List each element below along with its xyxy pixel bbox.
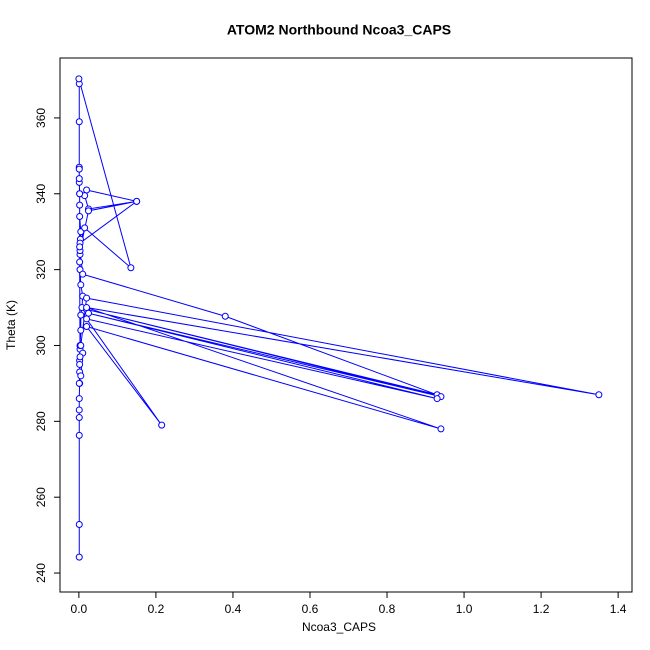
data-point — [85, 309, 93, 317]
data-point — [77, 372, 85, 380]
data-point — [76, 360, 84, 368]
x-tick-label: 0.6 — [302, 602, 319, 616]
data-point — [158, 421, 166, 429]
data-point — [81, 224, 89, 232]
data-point — [75, 395, 83, 403]
data-point — [75, 520, 83, 528]
data-point — [83, 186, 91, 194]
y-tick-label: 240 — [34, 563, 48, 583]
x-axis-label: Ncoa3_CAPS — [302, 620, 376, 634]
data-point — [133, 197, 141, 205]
data-point — [595, 391, 603, 399]
data-point — [77, 311, 85, 319]
data-point — [79, 270, 87, 278]
data-point — [83, 323, 91, 331]
data-point — [75, 75, 83, 83]
data-point — [75, 165, 83, 173]
data-point — [77, 341, 85, 349]
y-tick-label: 360 — [34, 108, 48, 128]
data-point — [83, 294, 91, 302]
x-tick-label: 1.4 — [610, 602, 627, 616]
data-point — [75, 175, 83, 183]
x-tick-label: 0.2 — [148, 602, 165, 616]
data-point — [127, 264, 135, 272]
data-point — [77, 281, 85, 289]
chart-title: ATOM2 Northbound Ncoa3_CAPS — [227, 22, 451, 38]
data-point — [75, 118, 83, 126]
data-point — [76, 243, 84, 251]
y-tick-label: 280 — [34, 411, 48, 431]
data-point — [75, 431, 83, 439]
data-point — [76, 353, 84, 361]
y-tick-label: 320 — [34, 259, 48, 279]
data-point — [83, 304, 91, 312]
y-tick-label: 340 — [34, 183, 48, 203]
data-point — [85, 207, 93, 215]
x-tick-label: 0.4 — [225, 602, 242, 616]
y-axis-label: Theta (K) — [4, 300, 18, 350]
y-tick-label: 260 — [34, 487, 48, 507]
data-point — [221, 312, 229, 320]
data-point — [75, 406, 83, 414]
x-tick-label: 1.0 — [456, 602, 473, 616]
plot-frame — [59, 57, 633, 593]
data-point — [75, 379, 83, 387]
data-point — [75, 553, 83, 561]
data-point — [76, 201, 84, 209]
x-tick-label: 1.2 — [533, 602, 550, 616]
data-point — [83, 315, 91, 323]
data-point — [76, 258, 84, 266]
x-tick-label: 0.8 — [379, 602, 396, 616]
data-point — [75, 414, 83, 422]
data-point — [76, 213, 84, 221]
data-point — [76, 190, 84, 198]
data-point — [433, 395, 441, 403]
y-tick-label: 300 — [34, 335, 48, 355]
x-tick-label: 0.0 — [71, 602, 88, 616]
data-point — [77, 326, 85, 334]
data-point — [437, 425, 445, 433]
